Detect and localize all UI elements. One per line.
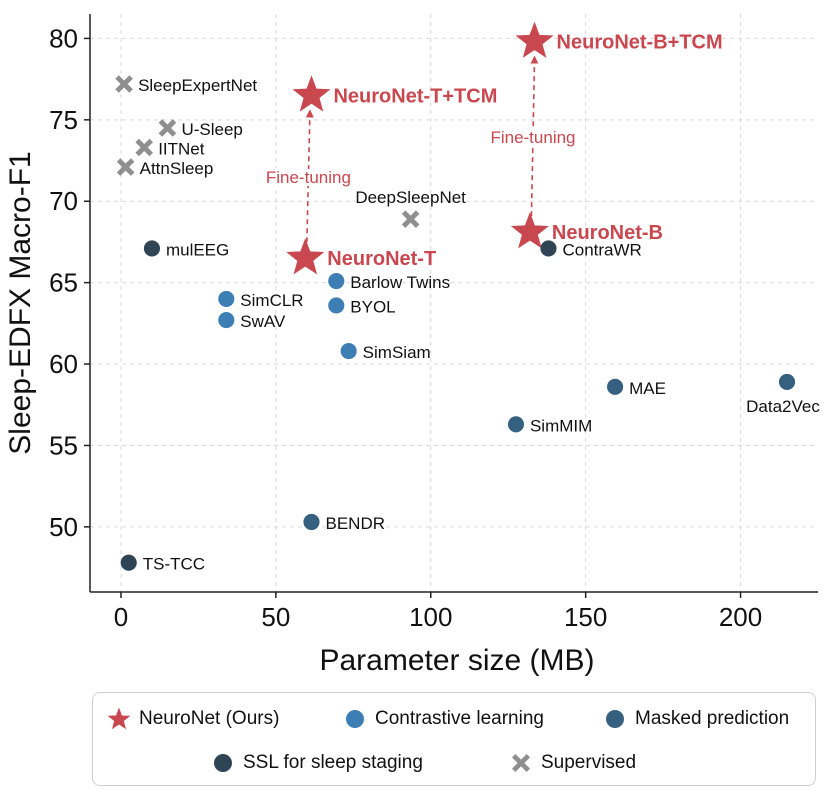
x-marker: [115, 75, 133, 93]
legend-item-contrastive-learning: Contrastive learning: [343, 707, 544, 731]
circle-marker: [778, 373, 796, 391]
point-label: IITNet: [158, 140, 205, 159]
point-label: U-Sleep: [181, 120, 242, 139]
point-iitnet: IITNet: [135, 138, 205, 159]
point-u-sleep: U-Sleep: [158, 119, 243, 139]
legend-label: NeuroNet (Ours): [139, 708, 280, 729]
point-neuronet-b: NeuroNet-B: [510, 212, 663, 249]
point-contrawr: ContraWR: [540, 240, 642, 259]
x-tick-label: 100: [409, 602, 452, 632]
legend-item-neuronet-ours: NeuroNet (Ours): [107, 707, 279, 731]
point-label: TS-TCC: [143, 555, 205, 574]
point-label: MAE: [629, 379, 666, 398]
circle-marker: [218, 290, 235, 307]
point-simsiam: SimSiam: [340, 342, 431, 362]
circle-marker: [340, 342, 357, 360]
point-label: SimCLR: [240, 291, 303, 310]
fine-tuning-label: Fine-tuning: [266, 168, 351, 187]
point-swav: SwAV: [218, 312, 286, 331]
x-marker: [135, 138, 154, 157]
point-label: Data2Vec: [746, 397, 820, 416]
point-label: SimSiam: [363, 343, 431, 362]
x-marker: [158, 119, 177, 137]
circle-marker: [303, 513, 320, 531]
point-label: SimMIM: [530, 416, 592, 435]
circle-marker: [218, 312, 235, 329]
y-tick-label: 70: [49, 186, 78, 216]
y-tick-label: 80: [49, 23, 78, 53]
point-muleeg: mulEEG: [143, 240, 229, 259]
x-marker: [401, 210, 420, 228]
y-tick-label: 50: [49, 512, 78, 542]
circle-marker: [507, 416, 525, 433]
point-byol: BYOL: [328, 297, 396, 316]
star-marker: [510, 212, 549, 249]
y-tick-label: 65: [49, 268, 78, 298]
circle-icon: [606, 710, 624, 728]
legend-label: SSL for sleep staging: [243, 752, 423, 773]
point-label: NeuroNet-B+TCM: [557, 32, 723, 54]
point-barlow-twins: Barlow Twins: [328, 272, 450, 292]
legend: NeuroNet (Ours) Contrastive learning Maske…: [92, 692, 816, 786]
legend-item-masked-prediction: Masked prediction: [603, 707, 789, 731]
point-neuronet-t: NeuroNet-T: [286, 238, 436, 275]
point-data2vec: Data2Vec: [746, 373, 820, 416]
circle-marker: [328, 297, 345, 314]
circle-marker: [328, 272, 345, 290]
star-marker: [286, 238, 325, 275]
x-tick-label: 0: [114, 602, 128, 632]
x-icon: [512, 754, 530, 772]
circle-marker: [607, 378, 624, 395]
y-tick-label: 55: [49, 430, 78, 460]
legend-label: Supervised: [541, 752, 637, 773]
legend-label: Contrastive learning: [375, 708, 544, 729]
x-axis-label: Parameter size (MB): [319, 644, 594, 677]
circle-icon: [346, 710, 364, 728]
circle-icon: [214, 754, 232, 772]
point-simmim: SimMIM: [507, 416, 592, 435]
point-simclr: SimCLR: [218, 290, 304, 310]
y-axis-label: Sleep-EDFX Macro-F1: [4, 151, 37, 454]
point-label: SwAV: [240, 312, 286, 331]
y-tick-label: 60: [49, 349, 78, 379]
point-label: BENDR: [325, 514, 385, 533]
point-label: Barlow Twins: [350, 273, 450, 292]
point-label: ContraWR: [562, 240, 641, 259]
point-neuronet-b-tcm: NeuroNet-B+TCM: [515, 21, 723, 58]
y-tick-label: 75: [49, 105, 78, 135]
point-sleepexpertnet: SleepExpertNet: [115, 75, 257, 95]
x-marker: [116, 158, 135, 176]
point-label: NeuroNet-B: [552, 222, 663, 244]
x-tick-label: 200: [719, 602, 762, 632]
star-icon: [107, 707, 131, 730]
circle-marker: [120, 554, 137, 571]
legend-item-ssl-for-sleep-staging: SSL for sleep staging: [211, 751, 423, 775]
circle-marker: [143, 240, 161, 257]
point-bendr: BENDR: [303, 513, 385, 533]
point-label: NeuroNet-T+TCM: [333, 85, 497, 107]
point-label: BYOL: [350, 297, 395, 316]
point-ts-tcc: TS-TCC: [120, 554, 205, 574]
legend-item-supervised: Supervised: [509, 751, 636, 775]
point-label: SleepExpertNet: [138, 76, 257, 95]
circle-marker: [540, 240, 557, 257]
star-marker: [515, 21, 554, 58]
point-label: mulEEG: [166, 240, 229, 259]
x-tick-label: 150: [564, 602, 607, 632]
point-mae: MAE: [607, 378, 666, 398]
point-label: AttnSleep: [140, 159, 214, 178]
fine-tuning-arrow: [305, 109, 314, 243]
legend-label: Masked prediction: [635, 708, 790, 729]
point-neuronet-t-tcm: NeuroNet-T+TCM: [292, 75, 497, 112]
point-label: NeuroNet-T: [327, 248, 436, 270]
point-label: DeepSleepNet: [355, 188, 466, 207]
point-attnsleep: AttnSleep: [116, 158, 214, 178]
x-tick-label: 50: [261, 602, 290, 632]
point-deepsleepnet: DeepSleepNet: [355, 188, 466, 228]
fine-tuning-label: Fine-tuning: [490, 128, 575, 147]
star-marker: [292, 75, 331, 112]
scatter-chart: 0 50 100 150 200 50 55 60 65 70 75 80 Parameter size…: [4, 14, 820, 677]
